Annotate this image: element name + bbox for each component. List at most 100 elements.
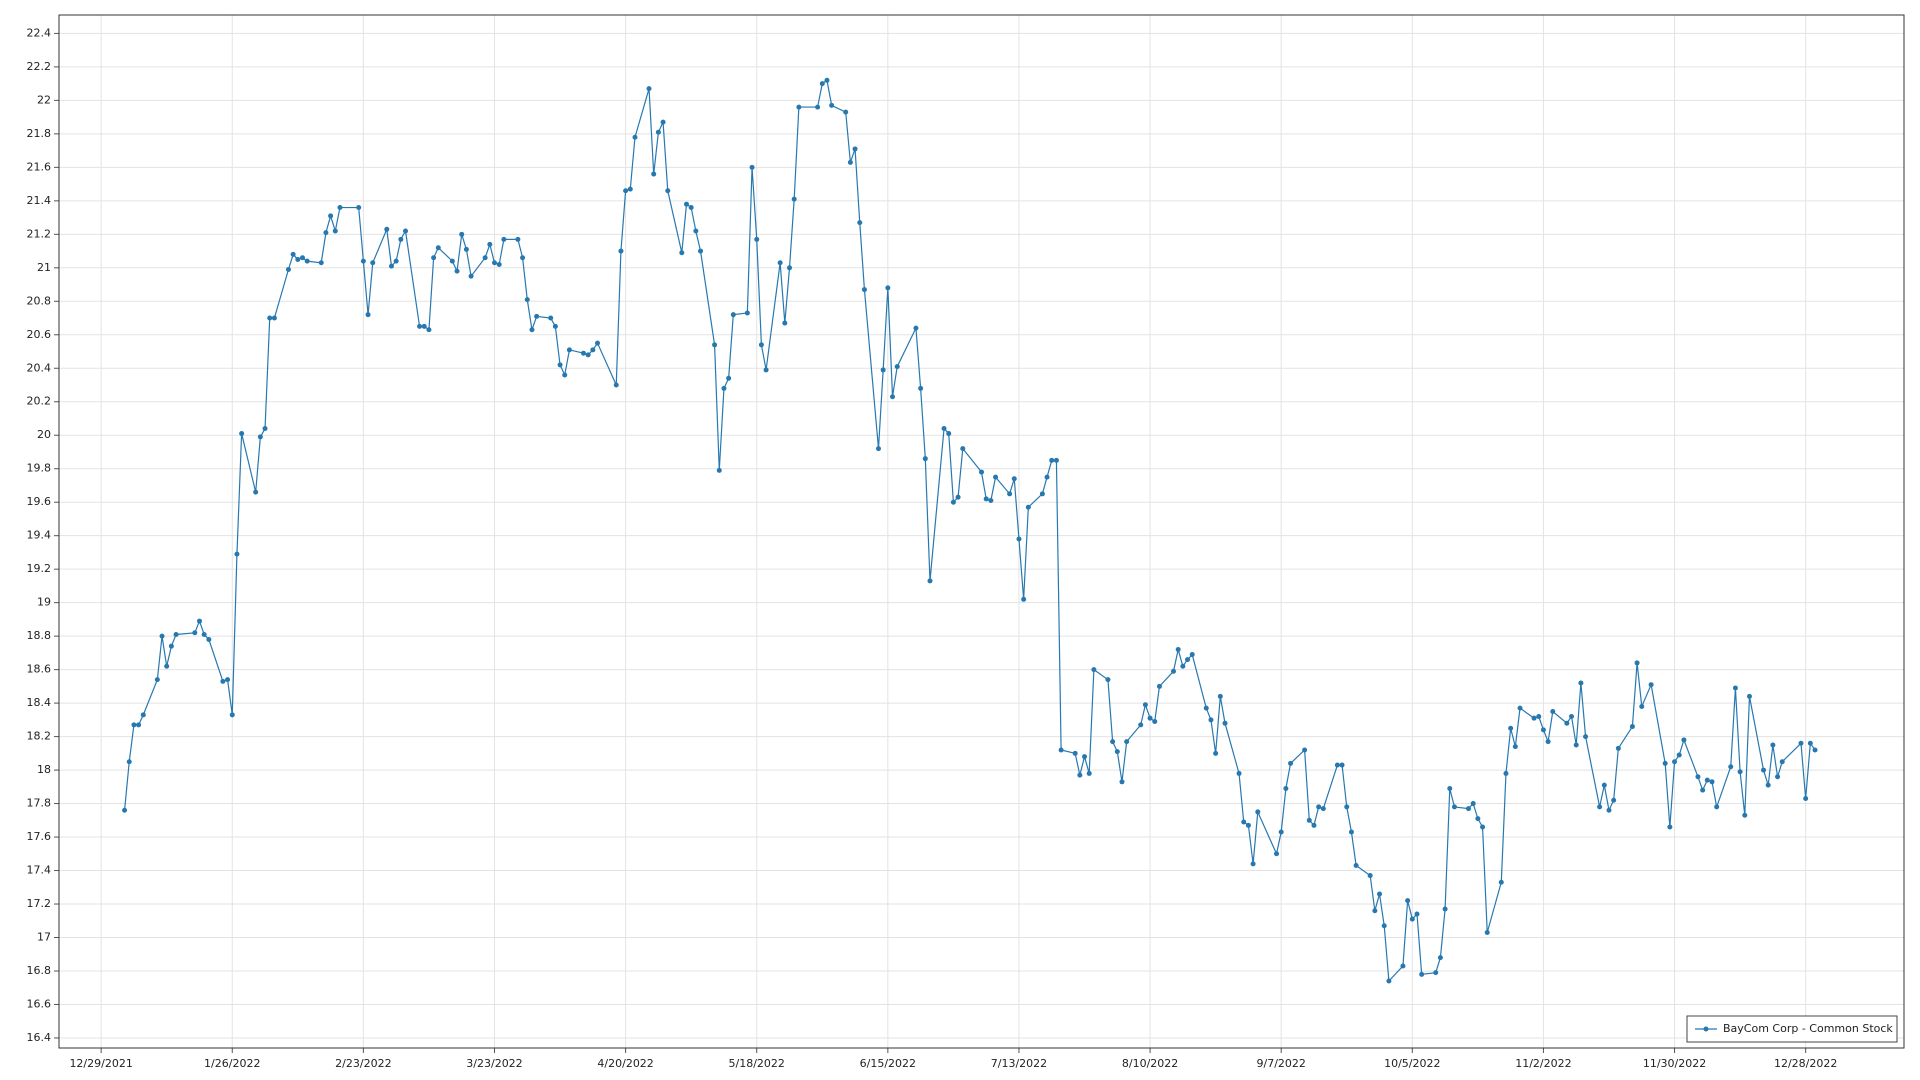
data-point xyxy=(1306,817,1312,823)
data-point xyxy=(749,164,755,170)
data-point xyxy=(1732,685,1738,691)
data-point xyxy=(819,81,825,87)
y-tick-label: 17.6 xyxy=(27,830,52,843)
data-point xyxy=(1433,970,1439,976)
data-point xyxy=(304,258,310,264)
data-point xyxy=(1709,779,1715,785)
data-point xyxy=(239,431,245,437)
data-point xyxy=(1400,963,1406,969)
data-point xyxy=(524,297,530,303)
legend-label: BayCom Corp - Common Stock xyxy=(1723,1022,1893,1035)
x-tick-label: 3/23/2022 xyxy=(466,1057,522,1070)
data-point xyxy=(665,188,671,194)
data-point xyxy=(1236,770,1242,776)
y-tick-label: 20.2 xyxy=(27,395,52,408)
data-point xyxy=(988,498,994,504)
data-point xyxy=(1775,774,1781,780)
data-point xyxy=(1114,749,1120,755)
data-point xyxy=(1648,682,1654,688)
y-tick-label: 21.4 xyxy=(27,194,52,207)
data-point xyxy=(1170,668,1176,674)
data-point xyxy=(885,285,891,291)
data-point xyxy=(131,722,137,728)
data-point xyxy=(1156,683,1162,689)
data-point xyxy=(201,631,207,637)
data-point xyxy=(796,104,802,110)
data-point xyxy=(136,722,142,728)
y-tick-label: 18.2 xyxy=(27,730,52,743)
data-point xyxy=(168,643,174,649)
data-point xyxy=(712,342,718,348)
data-point xyxy=(627,186,633,192)
y-tick-label: 17.2 xyxy=(27,897,52,910)
data-point xyxy=(487,241,493,247)
y-tick-label: 19 xyxy=(37,596,51,609)
data-point xyxy=(1053,457,1059,463)
data-point xyxy=(459,231,465,237)
data-point xyxy=(698,248,704,254)
data-point xyxy=(122,807,128,813)
data-point xyxy=(337,205,343,211)
x-tick-label: 12/28/2022 xyxy=(1774,1057,1837,1070)
data-point xyxy=(1016,536,1022,542)
data-point xyxy=(290,251,296,257)
data-point xyxy=(1311,822,1317,828)
data-point xyxy=(744,310,750,316)
data-point xyxy=(1082,754,1088,760)
data-point xyxy=(360,258,366,264)
data-point xyxy=(154,677,160,683)
data-point xyxy=(894,364,900,370)
data-point xyxy=(1611,797,1617,803)
data-point xyxy=(529,327,535,333)
data-point xyxy=(323,230,329,236)
x-tick-label: 9/7/2022 xyxy=(1256,1057,1305,1070)
data-point xyxy=(1353,863,1359,869)
data-point xyxy=(1779,759,1785,765)
y-tick-label: 19.4 xyxy=(27,529,52,542)
data-point xyxy=(496,261,502,267)
data-point xyxy=(955,494,961,500)
data-point xyxy=(501,236,507,242)
data-point xyxy=(1601,782,1607,788)
y-tick-label: 19.2 xyxy=(27,562,52,575)
data-point xyxy=(164,663,170,669)
data-point xyxy=(140,712,146,718)
data-point xyxy=(1245,822,1251,828)
data-point xyxy=(1110,739,1116,745)
data-point xyxy=(1320,806,1326,812)
data-point xyxy=(1508,725,1514,731)
data-point xyxy=(683,201,689,207)
data-point xyxy=(679,250,685,256)
data-point xyxy=(918,385,924,391)
data-point xyxy=(173,631,179,637)
x-tick-label: 8/10/2022 xyxy=(1122,1057,1178,1070)
data-point xyxy=(468,273,474,279)
data-point xyxy=(1629,724,1635,730)
data-point xyxy=(1531,715,1537,721)
data-point xyxy=(993,474,999,480)
x-tick-label: 2/23/2022 xyxy=(335,1057,391,1070)
y-tick-label: 17.4 xyxy=(27,864,52,877)
data-point xyxy=(393,258,399,264)
data-point xyxy=(1180,663,1186,669)
data-point xyxy=(983,496,989,502)
data-point xyxy=(1583,734,1589,740)
data-point xyxy=(782,320,788,326)
data-point xyxy=(950,499,956,505)
data-point xyxy=(1672,759,1678,765)
x-tick-label: 6/15/2022 xyxy=(860,1057,916,1070)
data-point xyxy=(1334,762,1340,768)
data-point xyxy=(595,340,601,346)
data-point xyxy=(491,260,497,266)
data-point xyxy=(1255,809,1261,815)
data-point xyxy=(880,367,886,373)
data-point xyxy=(1470,801,1476,807)
data-point xyxy=(318,260,324,266)
data-point xyxy=(1761,767,1767,773)
data-point xyxy=(843,109,849,115)
data-point xyxy=(328,213,334,219)
data-point xyxy=(1484,929,1490,935)
data-point xyxy=(693,228,699,234)
y-tick-label: 18.8 xyxy=(27,629,52,642)
data-point xyxy=(1704,777,1710,783)
